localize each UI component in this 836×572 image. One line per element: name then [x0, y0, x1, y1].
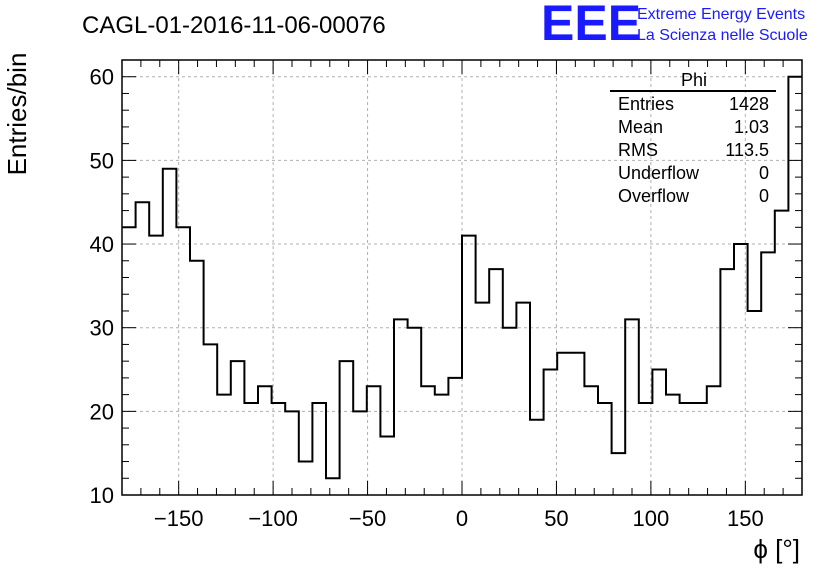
histogram-bin: [557, 353, 571, 495]
histogram-bin: [326, 478, 340, 495]
histogram-bin: [204, 344, 218, 495]
eee-logo: EEE Extreme Energy Events La Scienza nel…: [541, 0, 808, 51]
histogram-bin: [217, 395, 231, 495]
histogram-bin: [176, 227, 190, 495]
histogram-bin: [394, 319, 408, 495]
histogram-bin: [639, 403, 653, 495]
histogram-bin: [231, 361, 245, 495]
histogram-bin: [788, 77, 802, 495]
stats-label-rms: RMS: [618, 140, 658, 160]
logo-line-1: Extreme Energy Events: [637, 6, 805, 23]
histogram-bin: [530, 420, 544, 495]
histogram-bin: [408, 328, 422, 495]
x-tick-label: 0: [456, 506, 468, 531]
histogram-bin: [462, 236, 476, 495]
histogram-bin: [720, 269, 734, 495]
y-tick-label: 60: [90, 65, 114, 90]
histogram-bin: [516, 303, 530, 495]
stats-value-mean: 1.03: [734, 117, 769, 137]
histogram-bin: [775, 211, 789, 495]
histogram-outline: [122, 75, 802, 480]
histogram-bin: [340, 361, 354, 495]
chart-title: CAGL-01-2016-11-06-00076: [82, 12, 386, 39]
y-tick-label: 40: [90, 232, 114, 257]
y-tick-label: 50: [90, 148, 114, 173]
x-tick-label: −150: [154, 506, 204, 531]
histogram-bin: [598, 403, 612, 495]
axes: [121, 59, 803, 496]
histogram-bin: [258, 386, 272, 495]
x-tick-label: 150: [727, 506, 764, 531]
histogram-bin: [136, 202, 150, 495]
histogram-bin: [149, 236, 163, 495]
stats-box: Phi Entries 1428 Mean 1.03 RMS 113.5 Und…: [610, 70, 776, 206]
histogram-bin: [612, 453, 626, 495]
stats-label-mean: Mean: [618, 117, 663, 137]
histogram-bin: [680, 403, 694, 495]
x-tick-label: 50: [544, 506, 568, 531]
histogram-bin: [448, 378, 462, 495]
histogram-bin: [367, 386, 381, 495]
histogram-bin: [285, 411, 299, 495]
histogram-bin: [544, 370, 558, 495]
y-tick-label: 10: [90, 483, 114, 508]
stats-label-underflow: Underflow: [618, 163, 700, 183]
y-axis-title: Entries/bin: [2, 53, 32, 176]
stats-label-entries: Entries: [618, 94, 674, 114]
histogram-bin: [652, 370, 666, 495]
logo-line-2: La Scienza nelle Scuole: [637, 27, 808, 44]
histogram-bin: [244, 403, 258, 495]
histogram-bin: [748, 311, 762, 495]
stats-value-rms: 113.5: [725, 140, 769, 160]
x-axis-title: ϕ [°]: [753, 534, 800, 564]
histogram-bin: [707, 386, 721, 495]
histogram-series: [122, 75, 802, 495]
logo-mark: EEE: [541, 0, 641, 51]
histogram-bin: [584, 386, 598, 495]
histogram-bin: [380, 436, 394, 495]
histogram-bin: [312, 403, 326, 495]
histogram-bin: [489, 269, 503, 495]
y-tick-label: 20: [90, 399, 114, 424]
histogram-bin: [625, 319, 639, 495]
histogram-bin: [299, 462, 313, 495]
y-tick-label: 30: [90, 316, 114, 341]
histogram-bin: [190, 261, 204, 495]
histogram-bin: [163, 169, 177, 495]
x-tick-label: −100: [248, 506, 298, 531]
stats-title: Phi: [681, 70, 707, 90]
histogram-bin: [761, 252, 775, 495]
histogram-bin: [734, 244, 748, 495]
x-tick-label: 100: [633, 506, 670, 531]
histogram-bin: [503, 328, 517, 495]
histogram-bin: [421, 386, 435, 495]
x-tick-label: −50: [349, 506, 386, 531]
histogram-bin: [666, 395, 680, 495]
histogram-bin: [272, 403, 286, 495]
histogram-bin: [693, 403, 707, 495]
histogram-bin: [353, 411, 367, 495]
stats-value-overflow: 0: [759, 186, 769, 206]
stats-label-overflow: Overflow: [618, 186, 690, 206]
stats-value-entries: 1428: [729, 94, 769, 114]
histogram-bin: [571, 353, 585, 495]
stats-value-underflow: 0: [759, 163, 769, 183]
tick-labels: −150 −100 −50 0 50 100 150 10 20 30 40 50 60: [90, 65, 764, 531]
histogram-bin: [476, 303, 490, 495]
histogram-bin: [435, 395, 449, 495]
